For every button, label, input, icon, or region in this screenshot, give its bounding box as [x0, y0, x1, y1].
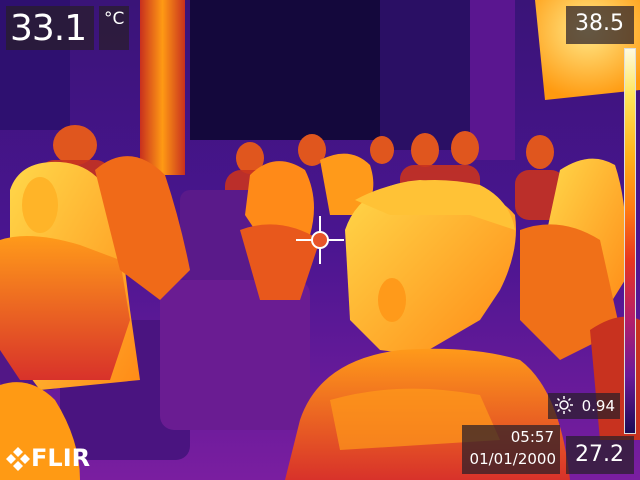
datetime-box: 05:57 01/01/2000 — [462, 425, 560, 474]
scale-min-value: 27.2 — [575, 442, 624, 467]
flir-diamond-icon — [6, 447, 30, 471]
temperature-unit-box: °C — [99, 6, 129, 50]
emissivity-indicator: 0.94 — [548, 393, 620, 419]
spot-crosshair-icon — [296, 216, 344, 264]
spot-temperature-readout: 33.1 — [6, 6, 94, 50]
flir-wordmark: FLIR — [31, 444, 91, 472]
scale-max-box: 38.5 — [566, 6, 634, 44]
date-text: 01/01/2000 — [469, 450, 556, 468]
temperature-unit: °C — [104, 9, 125, 29]
scale-max-value: 38.5 — [575, 11, 624, 36]
emissivity-value: 0.94 — [581, 397, 615, 415]
flir-logo: FLIR — [5, 444, 101, 476]
spot-temperature-value: 33.1 — [10, 8, 87, 49]
time-text: 05:57 — [510, 428, 554, 446]
scale-min-box: 27.2 — [566, 436, 634, 474]
color-scale-bar — [624, 48, 636, 434]
sun-emissivity-icon — [555, 396, 573, 414]
